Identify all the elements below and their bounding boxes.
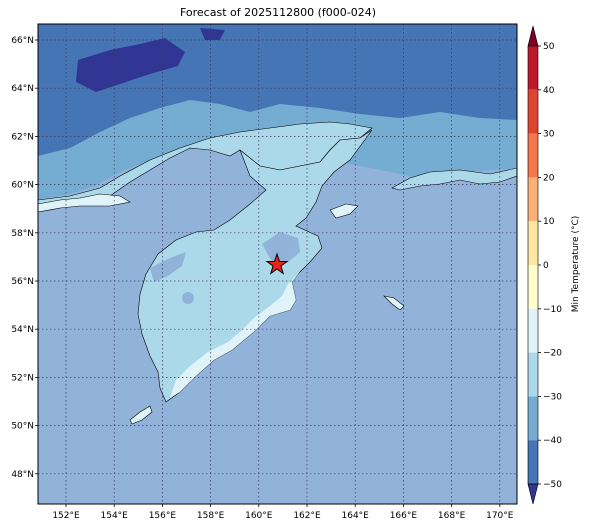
colorbar-extend-max	[527, 25, 539, 47]
longitude-tick-labels: 152°E 154°E 156°E 158°E 160°E 162°E 164°E 166°E…	[52, 504, 514, 521]
colorbar	[527, 25, 539, 505]
lat-tick-label: 66°N	[11, 36, 34, 46]
cold-spot	[182, 292, 194, 304]
colorbar-segment	[528, 396, 538, 441]
lat-tick-label: 60°N	[11, 181, 34, 191]
colorbar-segment	[528, 440, 538, 484]
west-coast-land	[38, 193, 131, 213]
lon-tick-label: 166°E	[390, 511, 418, 521]
map-frame	[37, 23, 518, 505]
colorbar-segment	[528, 89, 538, 134]
colorbar-segment	[528, 221, 538, 265]
lon-tick-label: 156°E	[149, 511, 177, 521]
colorbar-tick-label: −20	[543, 349, 562, 359]
lon-tick-label: 160°E	[245, 511, 273, 521]
gridlines	[38, 24, 517, 504]
lon-tick-label: 168°E	[438, 511, 466, 521]
chart-title: Forecast of 2025112800 (f000-024)	[179, 6, 377, 19]
lat-tick-label: 54°N	[11, 325, 34, 335]
kamchatka-cold-patch	[150, 252, 186, 282]
island-kuril	[129, 405, 153, 425]
colorbar-extend-min	[527, 483, 539, 505]
colorbar-segment	[528, 177, 538, 222]
north-band-dark-2	[200, 28, 225, 40]
colorbar-segment	[528, 352, 538, 397]
lon-tick-label: 170°E	[486, 511, 514, 521]
lon-tick-label: 158°E	[197, 511, 225, 521]
colorbar-segment	[528, 133, 538, 178]
colorbar-tick-labels: 50 40 30 20 10 0 −10 −20 −30 −40 −50	[538, 42, 562, 490]
colorbar-label: Min Temperature (°C)	[571, 216, 581, 313]
lon-tick-label: 164°E	[342, 511, 370, 521]
colorbar-segment	[528, 46, 538, 90]
kamchatka-coast-mild	[170, 272, 300, 398]
colorbar-tick-label: −50	[543, 480, 562, 490]
map-area	[38, 24, 517, 504]
colorbar-tick-label: 0	[543, 261, 549, 271]
lat-tick-label: 58°N	[11, 229, 34, 239]
colorbar-segment	[528, 265, 538, 309]
colorbar-tick-label: −30	[543, 392, 562, 402]
island-commander	[383, 295, 405, 311]
north-band-dark	[76, 38, 185, 92]
colorbar-segment	[528, 308, 538, 353]
latitude-tick-labels: 66°N 64°N 62°N 60°N 58°N 56°N 54°N 52°N 50°N 48°N	[11, 36, 38, 480]
kamchatka-cold-patch-2	[262, 232, 300, 262]
colorbar-tick-label: 50	[543, 42, 555, 52]
colorbar-tick-label: −10	[543, 305, 562, 315]
colorbar-tick-label: 40	[543, 86, 555, 96]
colorbar-tick-label: 30	[543, 130, 555, 140]
lon-tick-label: 162°E	[293, 511, 321, 521]
lon-tick-label: 152°E	[52, 511, 80, 521]
lat-tick-label: 52°N	[11, 373, 34, 383]
colorbar-tick-label: 10	[543, 217, 555, 227]
colorbar-tick-label: 20	[543, 173, 555, 183]
lat-tick-label: 50°N	[11, 422, 34, 432]
island-karaginsky	[329, 203, 359, 219]
lat-tick-label: 48°N	[11, 470, 34, 480]
lat-tick-label: 56°N	[11, 277, 34, 287]
lat-tick-label: 62°N	[11, 132, 34, 142]
lat-tick-label: 64°N	[11, 84, 34, 94]
lon-tick-label: 154°E	[101, 511, 129, 521]
colorbar-tick-label: −40	[543, 436, 562, 446]
station-marker-star	[265, 252, 289, 275]
